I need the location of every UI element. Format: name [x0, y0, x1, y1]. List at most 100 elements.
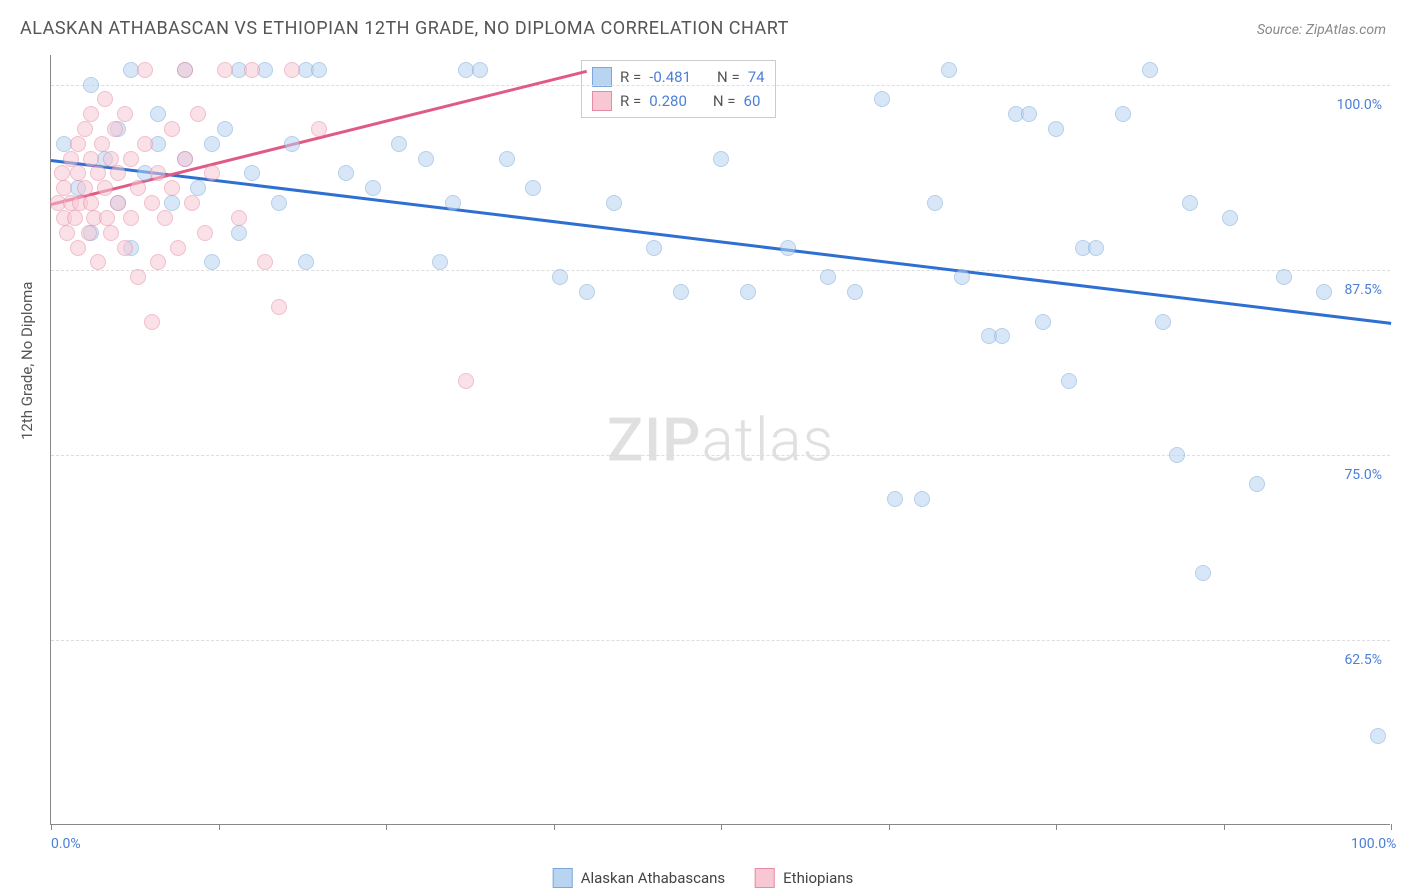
data-point — [1115, 106, 1131, 122]
legend-item-2: Ethiopians — [755, 868, 853, 888]
x-tick-label: 0.0% — [51, 836, 81, 852]
gridline — [51, 640, 1390, 641]
data-point — [1222, 210, 1238, 226]
data-point — [1182, 195, 1198, 211]
data-point — [90, 165, 106, 181]
data-point — [150, 254, 166, 270]
data-point — [217, 121, 233, 137]
data-point — [99, 210, 115, 226]
data-point — [445, 195, 461, 211]
data-point — [130, 180, 146, 196]
data-point — [190, 106, 206, 122]
legend-row-series-2: R = 0.280 N = 60 — [592, 89, 765, 113]
gridline — [51, 455, 1390, 456]
data-point — [311, 62, 327, 78]
data-point — [83, 77, 99, 93]
legend-item-1: Alaskan Athabascans — [553, 868, 725, 888]
data-point — [713, 151, 729, 167]
data-point — [311, 121, 327, 137]
data-point — [137, 62, 153, 78]
data-point — [365, 180, 381, 196]
data-point — [1169, 447, 1185, 463]
data-point — [1061, 373, 1077, 389]
data-point — [217, 62, 233, 78]
data-point — [231, 210, 247, 226]
data-point — [472, 62, 488, 78]
x-tick — [51, 824, 52, 830]
data-point — [117, 240, 133, 256]
data-point — [77, 180, 93, 196]
x-tick — [1391, 824, 1392, 830]
data-point — [97, 91, 113, 107]
data-point — [780, 240, 796, 256]
data-point — [1048, 121, 1064, 137]
data-point — [298, 254, 314, 270]
swatch-series-2 — [592, 91, 612, 111]
data-point — [54, 165, 70, 181]
data-point — [83, 195, 99, 211]
y-tick-label: 62.5% — [1344, 652, 1382, 668]
data-point — [740, 284, 756, 300]
data-point — [144, 195, 160, 211]
data-point — [67, 210, 83, 226]
data-point — [1249, 476, 1265, 492]
series-2-name: Ethiopians — [783, 869, 853, 887]
data-point — [579, 284, 595, 300]
y-axis-title: 12th Grade, No Diploma — [18, 282, 36, 440]
data-point — [110, 165, 126, 181]
data-point — [606, 195, 622, 211]
data-point — [103, 225, 119, 241]
data-point — [271, 195, 287, 211]
x-tick — [386, 824, 387, 830]
data-point — [257, 254, 273, 270]
correlation-legend: R = -0.481 N = 74 R = 0.280 N = 60 — [581, 60, 776, 118]
y-tick-label: 87.5% — [1344, 282, 1382, 298]
data-point — [63, 151, 79, 167]
data-point — [59, 225, 75, 241]
data-point — [90, 254, 106, 270]
y-tick-label: 75.0% — [1344, 467, 1382, 483]
source-label: Source: ZipAtlas.com — [1257, 22, 1386, 38]
watermark: ZIPatlas — [607, 404, 834, 475]
data-point — [927, 195, 943, 211]
data-point — [177, 62, 193, 78]
data-point — [70, 136, 86, 152]
series-1-name: Alaskan Athabascans — [581, 869, 725, 887]
data-point — [458, 373, 474, 389]
data-point — [184, 195, 200, 211]
data-point — [107, 121, 123, 137]
data-point — [103, 151, 119, 167]
data-point — [887, 491, 903, 507]
data-point — [499, 151, 515, 167]
trend-line — [51, 159, 1391, 324]
data-point — [994, 328, 1010, 344]
data-point — [673, 284, 689, 300]
series-legend: Alaskan Athabascans Ethiopians — [553, 868, 854, 888]
r-value-1: -0.481 — [649, 68, 691, 86]
data-point — [123, 210, 139, 226]
data-point — [123, 151, 139, 167]
data-point — [1035, 314, 1051, 330]
data-point — [204, 136, 220, 152]
data-point — [244, 62, 260, 78]
data-point — [271, 299, 287, 315]
n-value-2: 60 — [744, 92, 761, 110]
data-point — [190, 180, 206, 196]
data-point — [70, 165, 86, 181]
x-tick-label: 100.0% — [1351, 836, 1396, 852]
x-tick — [219, 824, 220, 830]
data-point — [1155, 314, 1171, 330]
n-value-1: 74 — [748, 68, 765, 86]
data-point — [231, 225, 247, 241]
data-point — [150, 165, 166, 181]
data-point — [244, 165, 260, 181]
x-tick — [889, 824, 890, 830]
data-point — [144, 314, 160, 330]
gridline — [51, 270, 1390, 271]
data-point — [1142, 62, 1158, 78]
data-point — [164, 180, 180, 196]
data-point — [954, 269, 970, 285]
data-point — [820, 269, 836, 285]
data-point — [177, 151, 193, 167]
gridline — [51, 85, 1390, 86]
